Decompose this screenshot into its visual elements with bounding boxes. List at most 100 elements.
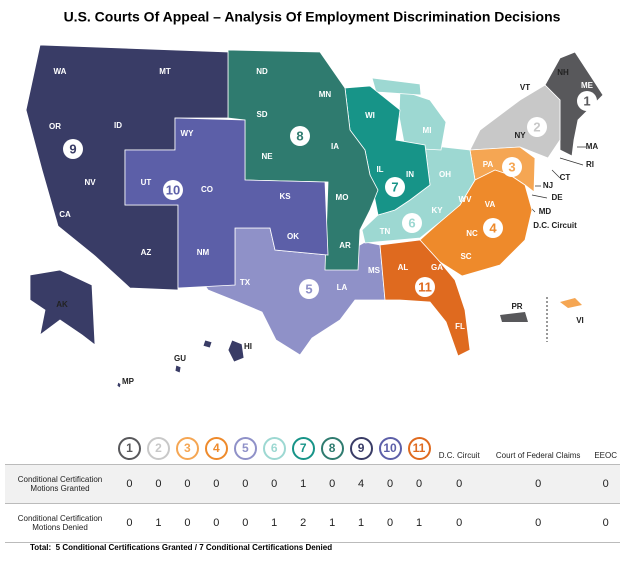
row-label: Conditional Certification Motions Grante… <box>5 464 115 504</box>
column-header: 8 <box>318 422 347 465</box>
state-label: CA <box>59 210 71 219</box>
state-label: PA <box>483 160 494 169</box>
cell-value: 1 <box>346 503 376 543</box>
state-label: NC <box>466 229 478 238</box>
circuit-badge <box>502 157 522 177</box>
column-label: EEOC <box>594 451 617 460</box>
territory-shape <box>500 312 528 322</box>
state-label: MD <box>539 207 552 216</box>
state-label: ND <box>256 67 268 76</box>
column-badge: 5 <box>233 437 257 460</box>
total-label: Total: <box>30 543 52 552</box>
state-label: AZ <box>141 248 152 257</box>
state-label: FL <box>455 322 465 331</box>
circuit-badge <box>415 277 435 297</box>
results-table: 1 2 3 4 5 6 7 8 9 10 11 D.C. Circuit Court of Federa… <box>5 422 620 543</box>
column-badge: 6 <box>262 437 286 460</box>
cell-value: 0 <box>404 464 434 504</box>
state-label: AK <box>56 300 68 309</box>
circuit-region <box>124 117 329 289</box>
circuit-region <box>398 89 447 151</box>
column-header: 3 <box>173 422 202 465</box>
cell-value: 1 <box>143 503 173 543</box>
state-label: MS <box>368 266 381 275</box>
cell-value: 0 <box>259 464 289 504</box>
circuit-badge <box>577 91 597 111</box>
cell-value: 0 <box>375 503 405 543</box>
state-label: MP <box>122 377 135 386</box>
column-header: 6 <box>260 422 289 465</box>
column-header: 9 <box>347 422 376 465</box>
cell-value: 0 <box>143 464 173 504</box>
circuit-badge <box>290 126 310 146</box>
state-label: NJ <box>543 181 553 190</box>
column-header: 4 <box>202 422 231 465</box>
map: U.S. Courts Of Appeal – Analysis Of Empl… <box>25 9 604 389</box>
state-label: WV <box>459 195 473 204</box>
cell-value: 0 <box>115 464 144 504</box>
circuit-badge <box>163 180 183 200</box>
state-label: VA <box>485 200 496 209</box>
circuit-number: 1 <box>583 93 590 108</box>
column-badge: 11 <box>407 437 431 460</box>
circuit-number: 5 <box>305 281 312 296</box>
state-label: AL <box>398 263 409 272</box>
state-label: OK <box>287 232 299 241</box>
circuit-number: 9 <box>69 141 76 156</box>
state-label: NH <box>557 68 569 77</box>
state-label: SD <box>256 110 267 119</box>
column-badge: 10 <box>378 437 402 460</box>
column-header: EEOC <box>591 422 620 465</box>
circuit-number: 7 <box>391 179 398 194</box>
state-label: CO <box>201 185 213 194</box>
column-badge: 1 <box>117 437 141 460</box>
title: U.S. Courts Of Appeal – Analysis Of Empl… <box>64 9 561 25</box>
state-label: LA <box>337 283 348 292</box>
column-badge: 7 <box>291 437 315 460</box>
circuit-region <box>202 339 213 349</box>
cell-value: 0 <box>375 464 405 504</box>
column-badge: 2 <box>146 437 170 460</box>
state-label: SC <box>460 252 471 261</box>
state-label: UT <box>141 178 152 187</box>
circuit-number: 4 <box>489 220 497 235</box>
table-row: Conditional Certification Motions Grante… <box>5 464 620 504</box>
state-label: TN <box>380 227 391 236</box>
circuit-region <box>379 239 471 357</box>
column-badge: 4 <box>204 437 228 460</box>
circuit-region <box>29 269 96 346</box>
column-header: 11 <box>405 422 434 465</box>
circuit-badge <box>299 279 319 299</box>
circuit-region <box>469 84 561 159</box>
state-label: CT <box>560 173 571 182</box>
column-header: 7 <box>289 422 318 465</box>
circuit-number: 8 <box>296 128 303 143</box>
circuit-region <box>174 364 182 374</box>
circuit-badge <box>483 218 503 238</box>
state-label: AR <box>339 241 351 250</box>
state-label: NE <box>261 152 273 161</box>
state-label: MO <box>336 193 349 202</box>
state-label: VT <box>520 83 530 92</box>
column-header: Court of Federal Claims <box>485 422 591 465</box>
state-label: MN <box>319 90 332 99</box>
state-label: MA <box>586 142 599 151</box>
table-row: Conditional Certification Motions Denied… <box>5 503 620 543</box>
territory-shape <box>560 298 582 308</box>
state-label: IN <box>406 170 414 179</box>
cell-value: 1 <box>259 503 289 543</box>
circuit-region <box>116 381 122 389</box>
state-label: WA <box>54 67 67 76</box>
state-label: MT <box>159 67 171 76</box>
column-badge: 8 <box>320 437 344 460</box>
cell-value: 0 <box>591 503 620 543</box>
circuit-number: 3 <box>508 159 515 174</box>
cell-value: 0 <box>317 464 347 504</box>
cell-value: 0 <box>484 464 592 504</box>
cell-value: 4 <box>346 464 376 504</box>
cell-value: 2 <box>288 503 318 543</box>
circuit-badge <box>385 177 405 197</box>
cell-value: 1 <box>317 503 347 543</box>
circuit-number: 11 <box>418 279 432 294</box>
